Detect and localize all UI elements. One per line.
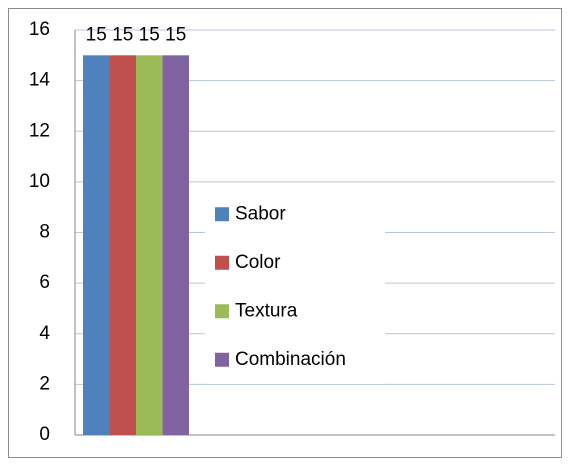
legend-swatch: [215, 352, 229, 367]
legend-label: Textura: [235, 300, 298, 321]
legend-swatch: [215, 207, 229, 222]
bar: [162, 55, 189, 435]
legend-label: Sabor: [235, 203, 286, 224]
data-label: 15: [165, 24, 186, 45]
bar: [136, 55, 163, 435]
legend-swatch: [215, 255, 229, 270]
legend-background: [205, 190, 385, 384]
y-tick-label: 12: [29, 120, 50, 141]
data-label: 15: [139, 24, 160, 45]
bar: [109, 55, 136, 435]
y-tick-label: 4: [39, 323, 50, 344]
y-tick-label: 0: [39, 424, 50, 445]
legend-label: Color: [235, 252, 281, 273]
y-tick-label: 14: [29, 70, 51, 91]
data-label: 15: [112, 24, 133, 45]
y-tick-label: 10: [29, 171, 50, 192]
data-label: 15: [86, 24, 107, 45]
bar: [83, 55, 110, 435]
legend-swatch: [215, 304, 229, 319]
y-tick-label: 6: [39, 272, 50, 293]
y-tick-label: 8: [39, 222, 50, 243]
legend-label: Combinación: [235, 349, 346, 370]
y-tick-label: 2: [39, 373, 50, 394]
y-tick-label: 16: [29, 19, 50, 40]
